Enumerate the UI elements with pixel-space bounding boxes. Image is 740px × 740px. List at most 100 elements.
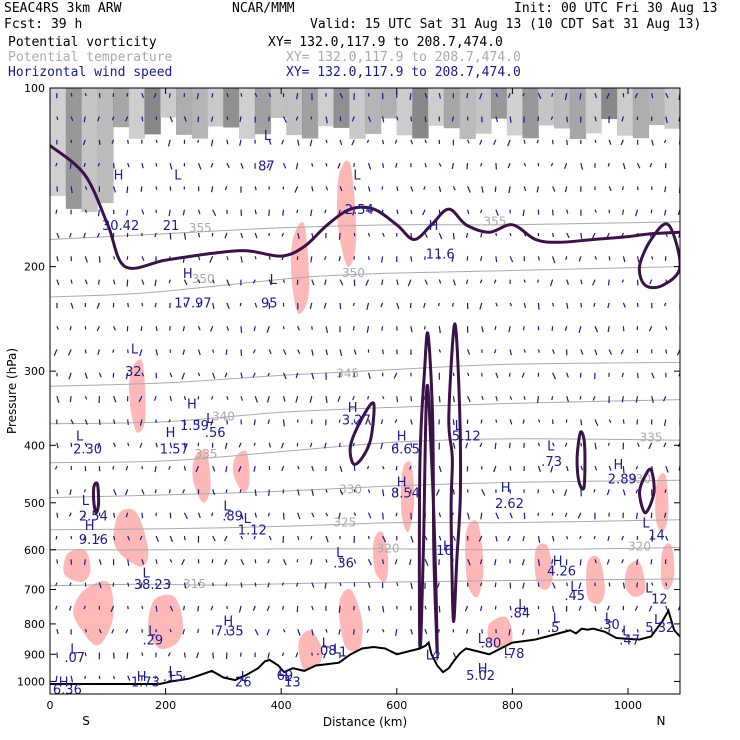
wind-dash — [183, 582, 187, 589]
wind-dash — [566, 396, 569, 403]
wind-dash — [663, 419, 667, 427]
wind-dash — [226, 93, 229, 98]
wind-dash — [467, 139, 470, 144]
wind-dash — [522, 92, 525, 97]
wind-dash — [395, 512, 398, 517]
wind-dash — [494, 326, 497, 331]
wind-dash — [592, 395, 596, 401]
wind-dash — [56, 116, 59, 120]
wind-dash — [563, 489, 568, 497]
wind-dash — [467, 372, 470, 377]
wind-dash — [509, 466, 512, 471]
wind-dash — [97, 349, 100, 355]
isentrope-label: 330 — [339, 483, 362, 497]
wind-dash — [267, 652, 270, 659]
wind-dash — [651, 582, 654, 586]
wind-dash — [438, 535, 442, 541]
center-value-label: .73 — [541, 455, 562, 470]
wind-dash — [155, 139, 158, 144]
pv-shaded-region — [487, 616, 513, 649]
wind-dash — [410, 419, 413, 425]
wind-dash — [167, 139, 171, 147]
stratosphere-shade-cell — [333, 88, 350, 128]
wind-dash — [96, 232, 100, 238]
wind-dash — [169, 162, 173, 170]
wind-dash — [353, 163, 355, 167]
wind-dash — [636, 372, 639, 379]
wind-dash — [382, 162, 385, 169]
wind-dash — [254, 512, 257, 518]
wind-dash — [537, 419, 541, 423]
wind-dash — [410, 256, 413, 262]
center-value-label: 7.35 — [215, 624, 244, 639]
pv-shaded-region — [129, 359, 146, 433]
wind-dash — [594, 559, 597, 564]
wind-dash — [325, 349, 328, 356]
wind-dash — [537, 256, 540, 261]
wind-dash — [139, 535, 143, 541]
wind-dash — [183, 232, 187, 240]
wind-dash — [607, 162, 610, 167]
field-xy-horizontal-wind-speed: XY= 132.0,117.9 to 208.7,474.0 — [286, 65, 521, 80]
stratosphere-shade-cell — [191, 88, 209, 139]
wind-dash — [550, 465, 554, 473]
wind-dash — [452, 372, 455, 377]
wind-dash — [83, 605, 86, 610]
stratosphere-shade-cell — [254, 88, 272, 135]
wind-dash — [212, 302, 215, 310]
wind-dash — [226, 139, 229, 145]
stratosphere-shade-cell — [128, 88, 146, 139]
isentrope-label: 325 — [333, 516, 356, 530]
wind-dash — [240, 372, 243, 379]
wind-dash — [282, 652, 285, 657]
wind-dash — [97, 116, 100, 122]
field-name-potential-temperature: Potential temperature — [8, 50, 173, 65]
wind-dash — [311, 465, 314, 471]
center-value-label: 2.30 — [73, 443, 102, 458]
wind-dash — [523, 279, 526, 283]
wind-dash — [564, 186, 568, 193]
stratosphere-shade-cell — [491, 88, 508, 119]
wind-dash — [523, 349, 526, 353]
wind-dash — [98, 372, 102, 378]
wind-dash — [97, 162, 100, 167]
wind-dash — [182, 349, 185, 355]
wind-dash — [649, 279, 653, 285]
wind-dash — [636, 162, 641, 169]
wind-dash — [70, 675, 74, 683]
wind-dash — [622, 466, 625, 474]
stratosphere-shade-cell — [506, 88, 524, 136]
wind-dash — [608, 349, 612, 355]
wind-dash — [224, 442, 228, 449]
wind-dash — [169, 442, 173, 449]
wind-dash — [381, 326, 384, 331]
wind-dash — [141, 256, 145, 261]
wind-dash — [550, 116, 554, 120]
wind-dash — [297, 232, 300, 239]
wind-dash — [452, 442, 456, 449]
wind-dash — [168, 209, 171, 217]
wind-dash — [127, 559, 130, 566]
wind-dash — [311, 372, 315, 380]
wind-dash — [424, 279, 428, 285]
wind-dash — [224, 512, 228, 517]
wind-dash — [310, 535, 313, 540]
isentrope-label: 350 — [342, 266, 365, 280]
pv-contour — [637, 467, 656, 515]
wind-dash — [635, 512, 639, 520]
wind-dash — [268, 279, 272, 286]
high-center-label: H — [501, 481, 511, 496]
low-center-label: L — [270, 273, 278, 288]
wind-dash — [112, 93, 115, 97]
high-center-label: H — [137, 670, 147, 685]
high-center-label: H — [348, 401, 358, 416]
low-center-label: L — [174, 169, 182, 184]
wind-dash — [552, 605, 555, 613]
wind-dash — [580, 162, 584, 170]
wind-dash — [382, 232, 385, 237]
wind-dash — [665, 349, 668, 354]
low-center-label: L — [622, 624, 630, 639]
wind-dash — [479, 139, 483, 145]
wind-dash — [351, 116, 355, 122]
